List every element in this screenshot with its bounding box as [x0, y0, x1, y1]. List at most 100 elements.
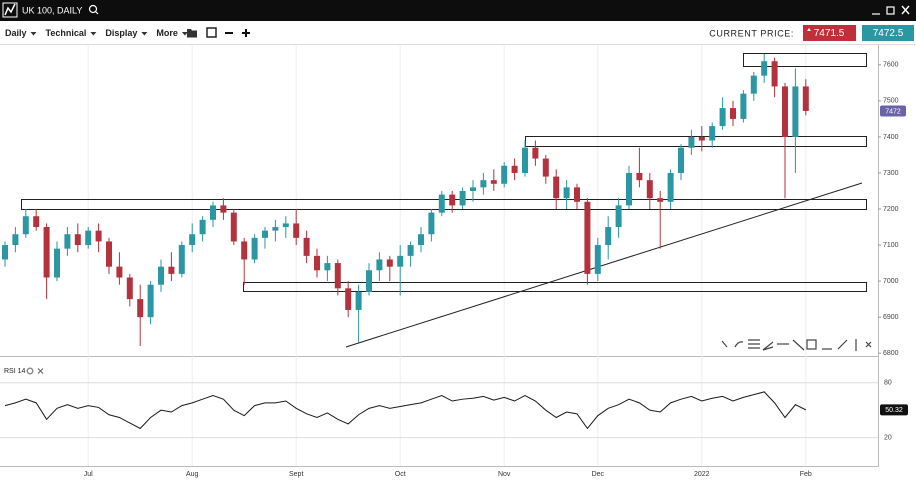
- tool-rect[interactable]: [806, 339, 817, 350]
- candle-body: [210, 205, 216, 220]
- x-tick-label: Oct: [395, 471, 406, 478]
- candle-body: [553, 176, 560, 199]
- candle-body: [740, 93, 747, 119]
- menu-button[interactable]: Daily: [5, 28, 27, 38]
- y-tick-label: 7400: [883, 134, 899, 141]
- x-tick-label: Feb: [800, 471, 812, 478]
- trend-line[interactable]: [345, 182, 863, 348]
- candle-body: [563, 187, 570, 199]
- current-price-label: CURRENT PRICE:: [709, 28, 794, 38]
- candle-body: [470, 187, 476, 191]
- x-tick-label: Sept: [289, 471, 303, 478]
- candle-body: [428, 212, 435, 235]
- tool-clear[interactable]: [865, 341, 872, 348]
- candle-body: [480, 180, 487, 188]
- candle-body: [407, 245, 414, 256]
- x-tick-label: Dec: [592, 471, 605, 478]
- candle-body: [542, 158, 549, 177]
- menu-group: Daily Technical Display More: [5, 28, 188, 38]
- tool-fan[interactable]: [762, 341, 774, 351]
- search-icon-handle: [95, 11, 99, 15]
- candle-body: [522, 147, 528, 173]
- candle-body: [584, 201, 591, 274]
- candle-body: [605, 227, 612, 246]
- candle-body: [168, 266, 175, 274]
- save-icon[interactable]: [206, 27, 217, 38]
- candle-body: [490, 180, 497, 184]
- menu-caret: [90, 32, 97, 36]
- candle-body: [594, 245, 601, 274]
- candle-body: [147, 284, 154, 318]
- candle-body: [397, 255, 404, 267]
- search-icon[interactable]: [88, 4, 98, 14]
- candle-body: [376, 259, 383, 271]
- candle-body: [761, 61, 768, 76]
- menu-button[interactable]: Display: [105, 28, 137, 38]
- candle-body: [719, 108, 726, 127]
- rsi-remove[interactable]: [37, 368, 44, 374]
- open-icon[interactable]: [187, 29, 197, 38]
- candle-body: [106, 241, 112, 267]
- candle-body: [95, 230, 102, 242]
- zoom-in[interactable]: [242, 29, 250, 37]
- candle-body: [12, 234, 19, 246]
- candle-body: [33, 216, 40, 228]
- candle-body: [345, 288, 352, 310]
- app-icon-frame: [2, 2, 18, 18]
- candle-body: [792, 86, 799, 137]
- candle-body: [324, 263, 331, 271]
- tool-fib[interactable]: [748, 339, 760, 349]
- candle-body: [667, 172, 674, 202]
- candle-body: [438, 194, 445, 213]
- candle-body: [230, 212, 237, 242]
- zone-box[interactable]: [525, 136, 867, 147]
- zone-box[interactable]: [243, 282, 867, 292]
- y-tick-label: 7200: [883, 206, 899, 213]
- candle-body: [501, 165, 508, 184]
- candle-body: [688, 136, 695, 148]
- candle-body: [158, 266, 164, 285]
- sell-button[interactable]: [803, 25, 856, 41]
- rsi-value-tag: [880, 404, 908, 416]
- candle-body: [782, 86, 788, 137]
- y-tick-label: 7100: [883, 242, 899, 249]
- tool-pointer[interactable]: [721, 340, 728, 348]
- candle-body: [74, 234, 81, 246]
- candle-body: [636, 172, 643, 181]
- menu-button[interactable]: More: [156, 28, 178, 38]
- tool-ray[interactable]: [792, 339, 805, 351]
- candle-body: [657, 198, 664, 202]
- time-axis: Jul Aug Sept Oct Nov Dec 2022 Feb: [84, 471, 812, 478]
- candle-body: [2, 245, 8, 260]
- candle-body: [511, 165, 518, 173]
- buy-price: 7472.5: [873, 28, 904, 39]
- tool-curve[interactable]: [734, 341, 744, 348]
- candle-body: [22, 216, 29, 235]
- candle-body: [43, 227, 50, 278]
- candle-body: [698, 136, 705, 141]
- candle-body: [189, 234, 196, 246]
- candle-body: [386, 259, 393, 267]
- candle-body: [262, 230, 268, 238]
- tool-line[interactable]: [837, 339, 848, 350]
- candle-body: [251, 237, 258, 260]
- candle-body: [802, 86, 809, 111]
- time-grid: [87, 45, 807, 466]
- candle-body: [449, 194, 456, 206]
- candle-body: [750, 75, 757, 94]
- zone-box[interactable]: [743, 53, 867, 67]
- candle-body: [626, 172, 632, 206]
- rsi-line: [4, 391, 807, 430]
- close-button[interactable]: [901, 5, 910, 15]
- buy-button[interactable]: [862, 25, 914, 41]
- y-tick-label: 7300: [883, 170, 899, 177]
- candle-body: [418, 234, 424, 246]
- drawing-tools: [721, 339, 872, 351]
- candle-body: [678, 147, 684, 173]
- menu-button[interactable]: Technical: [46, 28, 87, 38]
- candle-body: [85, 230, 92, 246]
- candle-body: [64, 234, 71, 249]
- maximize-button[interactable]: [886, 6, 895, 15]
- rsi-settings[interactable]: [26, 367, 34, 375]
